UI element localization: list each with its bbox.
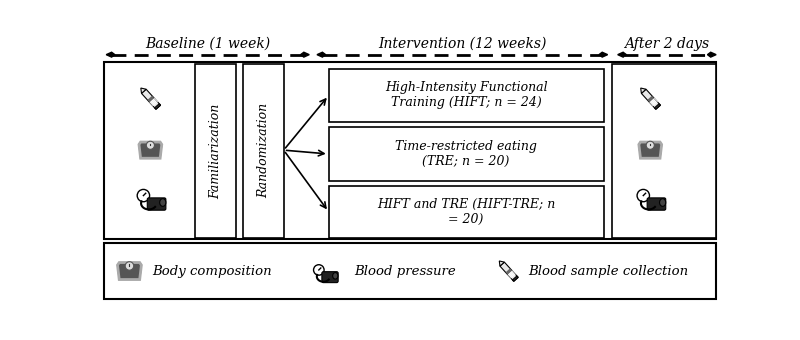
Polygon shape [647,96,654,102]
Polygon shape [641,88,646,94]
Polygon shape [618,52,626,57]
Text: Time-restricted eating
(TRE; n = 20): Time-restricted eating (TRE; n = 20) [395,140,537,168]
Polygon shape [513,276,518,281]
Polygon shape [154,104,161,109]
Polygon shape [301,52,310,57]
Bar [104,62,716,239]
Text: Randomization: Randomization [257,103,270,199]
Polygon shape [118,262,142,279]
Bar [611,64,716,238]
Bar [329,186,604,238]
Text: Blood sample collection: Blood sample collection [528,265,688,277]
Text: Blood pressure: Blood pressure [354,265,456,277]
Circle shape [146,141,154,149]
Circle shape [125,262,134,270]
Bar [329,127,604,181]
Polygon shape [500,262,518,281]
Bar [104,243,716,299]
Circle shape [314,265,324,275]
Polygon shape [707,52,716,57]
Circle shape [637,189,650,202]
Polygon shape [141,88,146,94]
Ellipse shape [659,199,666,206]
Polygon shape [654,104,661,109]
Circle shape [138,189,150,202]
Text: Body composition: Body composition [153,265,272,277]
Text: Intervention (12 weeks): Intervention (12 weeks) [378,37,546,51]
Polygon shape [642,89,661,109]
Text: HIFT and TRE (HIFT-TRE; n
= 20): HIFT and TRE (HIFT-TRE; n = 20) [377,198,555,226]
Polygon shape [499,261,504,266]
Polygon shape [147,96,154,102]
Polygon shape [139,142,162,158]
Bar [329,69,604,122]
Text: After 2 days: After 2 days [624,37,710,51]
Text: High-Intensity Functional
Training (HIFT; n = 24): High-Intensity Functional Training (HIFT… [385,82,547,109]
Polygon shape [317,52,326,57]
Ellipse shape [160,199,166,206]
Polygon shape [599,52,608,57]
Polygon shape [106,52,115,57]
Text: Familiarization: Familiarization [209,103,222,199]
Polygon shape [142,89,161,109]
Text: Baseline (1 week): Baseline (1 week) [145,37,270,51]
FancyBboxPatch shape [647,198,666,210]
FancyBboxPatch shape [322,272,338,283]
Bar [195,64,236,238]
Ellipse shape [333,273,338,279]
Polygon shape [639,142,662,158]
Bar [243,64,284,238]
FancyBboxPatch shape [147,198,166,210]
Circle shape [646,141,654,149]
Polygon shape [506,268,512,275]
